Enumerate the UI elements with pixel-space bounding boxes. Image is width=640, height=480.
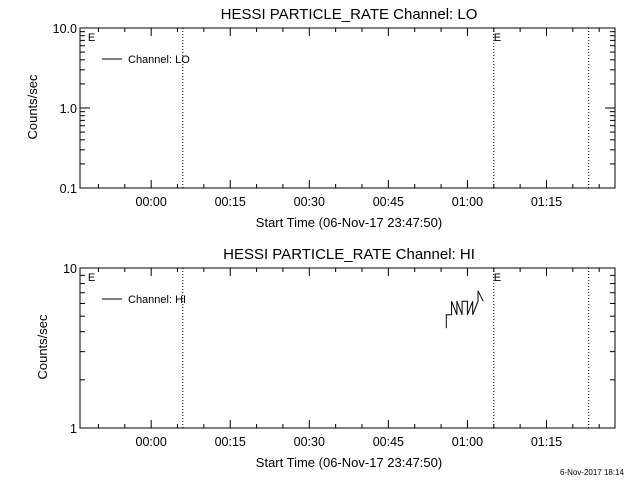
chart-hi-series-line — [445, 290, 484, 329]
chart-lo-x-tick-label: 00:15 — [215, 195, 246, 209]
chart-lo-x-tick-label: 00:00 — [136, 195, 167, 209]
chart-lo-legend: Channel: LO — [102, 54, 190, 66]
chart-hi-x-tick-label: 00:30 — [294, 435, 325, 449]
chart-hi-axes-box — [79, 267, 616, 429]
chart-lo-y-tick-label: 0.1 — [60, 182, 77, 196]
chart-hi-event-marker: E — [494, 272, 501, 284]
chart-hi-legend: Channel: HI — [102, 294, 186, 306]
footer-timestamp: 6-Nov-2017 18:14 — [560, 468, 625, 477]
chart-lo-x-tick-label: 01:00 — [452, 195, 483, 209]
chart-hi-y-tick-label: 1 — [70, 422, 77, 436]
chart-hi-x-tick-label: 01:15 — [531, 435, 562, 449]
chart-hi-x-tick-label: 01:00 — [452, 435, 483, 449]
chart-hi-xlabel: Start Time (06-Nov-17 23:47:50) — [256, 455, 442, 470]
chart-lo-event-marker: E — [494, 32, 501, 44]
chart-hi-x-tick-label: 00:15 — [215, 435, 246, 449]
chart-lo-event-marker: E — [88, 32, 95, 44]
chart-hi-y-tick-label: 10 — [63, 262, 77, 276]
chart-lo-x-tick-label: 00:45 — [373, 195, 404, 209]
chart-lo: HESSI PARTICLE_RATE Channel: LO Start Ti… — [25, 6, 616, 230]
chart-hi-event-marker: E — [88, 272, 95, 284]
chart-lo-y-tick-label: 1.0 — [60, 102, 77, 116]
chart-lo-xlabel: Start Time (06-Nov-17 23:47:50) — [256, 215, 442, 230]
chart-lo-x-tick-label: 01:15 — [531, 195, 562, 209]
chart-lo-title: HESSI PARTICLE_RATE Channel: LO — [221, 6, 478, 23]
chart-lo-y-tick-label: 10.0 — [53, 22, 77, 36]
chart-hi-x-tick-label: 00:00 — [136, 435, 167, 449]
chart-lo-x-tick-label: 00:30 — [294, 195, 325, 209]
chart-lo-legend-label: Channel: LO — [128, 54, 190, 66]
chart-hi-title: HESSI PARTICLE_RATE Channel: HI — [223, 246, 475, 263]
chart-lo-ylabel: Counts/sec — [25, 74, 40, 140]
chart-hi-x-tick-label: 00:45 — [373, 435, 404, 449]
chart-hi: HESSI PARTICLE_RATE Channel: HI Start Ti… — [35, 246, 616, 470]
chart-lo-plot-area: 00:00 00:15 00:30 00:45 01:00 01:15 0.1 1.0 10.0… — [53, 22, 616, 209]
chart-hi-legend-label: Channel: HI — [128, 294, 186, 306]
chart-hi-ylabel: Counts/sec — [35, 314, 50, 380]
chart-hi-plot-area: 00:00 00:15 00:30 00:45 01:00 01:15 1 10 E E — [63, 262, 616, 449]
